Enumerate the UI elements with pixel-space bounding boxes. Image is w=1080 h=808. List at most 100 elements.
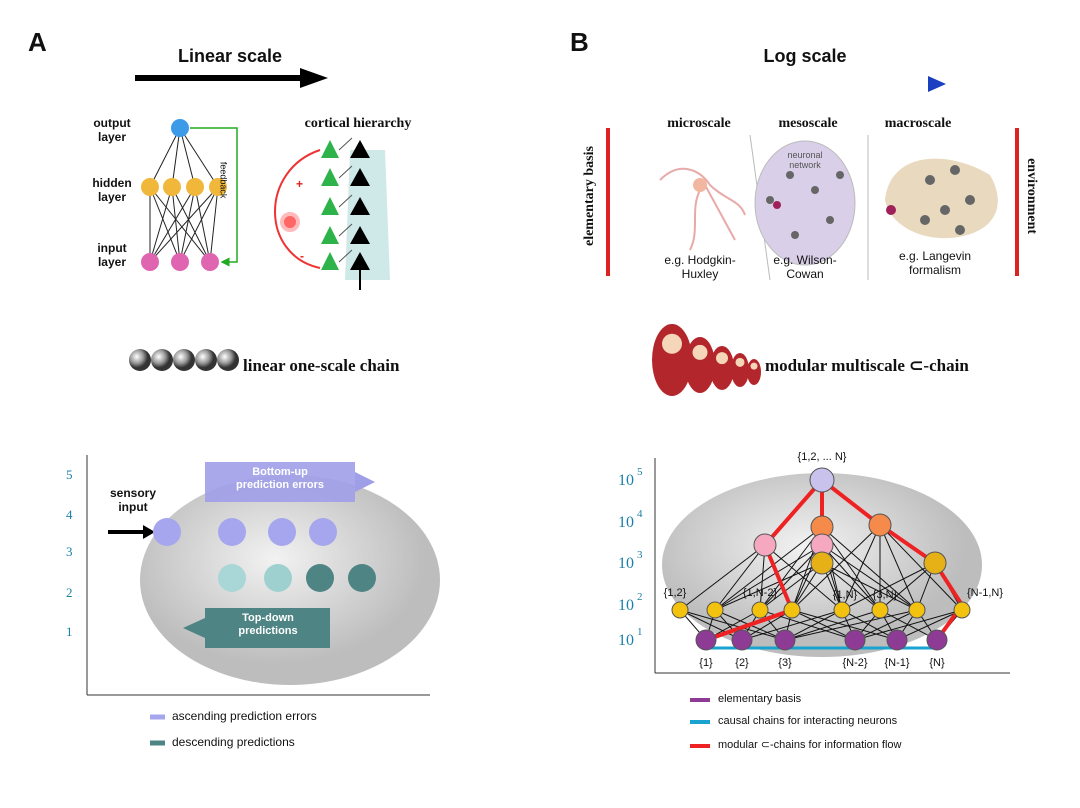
edge xyxy=(679,544,766,611)
node xyxy=(671,601,689,619)
scale-name: microscale xyxy=(667,116,731,131)
node-label: {N} xyxy=(929,657,945,669)
sign: + xyxy=(296,177,304,191)
edge xyxy=(759,562,823,611)
level-label: 3 xyxy=(66,544,73,559)
node xyxy=(201,253,219,271)
doll xyxy=(652,324,692,396)
triangle xyxy=(350,252,370,270)
bead xyxy=(195,349,217,371)
edge xyxy=(171,127,181,188)
arrow-head xyxy=(928,76,946,92)
neuron xyxy=(659,167,746,251)
edge xyxy=(149,127,181,188)
layer-label: input layer xyxy=(97,241,127,269)
doll-face xyxy=(750,362,758,370)
level-label: 2 xyxy=(66,585,73,600)
triangle xyxy=(321,197,339,215)
node xyxy=(171,119,189,137)
edge xyxy=(338,223,353,237)
network-label: neuronal network xyxy=(787,150,823,171)
arrow-head xyxy=(143,525,155,539)
edge xyxy=(149,186,173,263)
example: e.g. Hodgkin- Huxley xyxy=(664,253,736,281)
edge xyxy=(784,609,918,641)
node xyxy=(186,178,204,196)
predictive-nodes xyxy=(153,518,376,592)
cortical xyxy=(321,137,370,290)
box xyxy=(205,608,330,648)
network xyxy=(141,119,227,271)
level-exponent: 3 xyxy=(637,549,643,561)
node xyxy=(940,205,950,215)
edge xyxy=(179,127,196,188)
edge xyxy=(714,526,823,611)
node xyxy=(920,215,930,225)
arrow-head xyxy=(183,618,205,638)
node xyxy=(811,186,819,194)
node-label: {3} xyxy=(778,657,792,669)
bead xyxy=(217,349,239,371)
node-label: {1,2} xyxy=(663,587,687,599)
level-label: 1 xyxy=(66,624,73,639)
node xyxy=(868,513,892,537)
node-label: {3,N} xyxy=(872,589,898,601)
bottom-up-label: Bottom-up prediction errors xyxy=(235,466,325,491)
edge xyxy=(879,524,963,611)
sensory-label: sensory input xyxy=(109,486,157,514)
node-label: {N-1,N} xyxy=(966,587,1004,599)
chain-label: linear one-scale chain xyxy=(243,356,400,375)
layer-label: hidden layer xyxy=(92,176,132,204)
cortical-title: cortical hierarchy xyxy=(304,116,412,131)
node xyxy=(218,564,246,592)
edge xyxy=(194,186,211,263)
triangle xyxy=(321,168,339,186)
node xyxy=(153,518,181,546)
node-label: {1,N-2} xyxy=(742,587,778,599)
node xyxy=(209,178,227,196)
edge xyxy=(714,544,766,611)
edge xyxy=(791,609,898,641)
scale-name: macroscale xyxy=(884,116,952,131)
edge xyxy=(179,186,219,263)
node xyxy=(706,601,724,619)
doll xyxy=(710,346,734,390)
edge xyxy=(149,186,181,263)
node xyxy=(791,231,799,239)
edge xyxy=(338,194,353,208)
node xyxy=(833,601,851,619)
triangle xyxy=(350,226,370,244)
edge xyxy=(821,562,881,611)
edge xyxy=(821,526,918,611)
node xyxy=(886,629,908,651)
level-base: 10 xyxy=(618,555,634,572)
scale-title: Log scale xyxy=(763,46,847,66)
node xyxy=(774,629,796,651)
node xyxy=(810,551,834,575)
legend-label: causal chains for interacting neurons xyxy=(718,715,898,727)
edge xyxy=(791,524,881,611)
soma xyxy=(693,178,707,192)
node xyxy=(925,175,935,185)
edge xyxy=(179,186,196,263)
node xyxy=(695,629,717,651)
node xyxy=(965,195,975,205)
edge xyxy=(171,186,211,263)
arrow-head xyxy=(355,472,375,492)
node xyxy=(751,601,769,619)
triangle xyxy=(321,252,339,270)
triangle xyxy=(321,140,339,158)
node xyxy=(923,551,947,575)
triangle xyxy=(350,140,370,158)
legend-label: ascending prediction errors xyxy=(172,709,317,723)
edge xyxy=(791,609,856,641)
node xyxy=(886,205,896,215)
node xyxy=(218,518,246,546)
edge xyxy=(896,609,963,641)
scale-graphs xyxy=(766,165,975,239)
triangle xyxy=(350,197,370,215)
level-exponent: 4 xyxy=(637,508,643,520)
example: e.g. Wilson- Cowan xyxy=(773,253,837,281)
level-base: 10 xyxy=(618,472,634,489)
